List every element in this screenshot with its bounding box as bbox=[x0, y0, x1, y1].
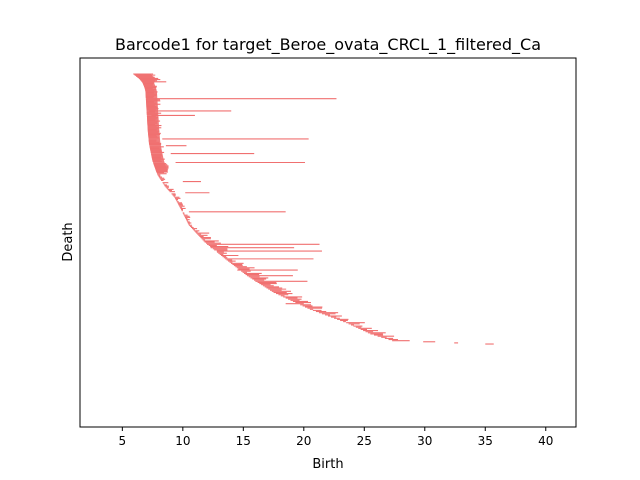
x-axis-label: Birth bbox=[312, 457, 343, 472]
x-tick-label: 25 bbox=[357, 434, 372, 448]
plot-frame bbox=[79, 57, 577, 428]
dense-bar-block bbox=[133, 74, 169, 173]
x-tick-label: 35 bbox=[478, 434, 493, 448]
x-tick-label: 20 bbox=[296, 434, 311, 448]
x-tick-label: 40 bbox=[538, 434, 553, 448]
x-tick-label: 30 bbox=[417, 434, 432, 448]
x-tick-label: 15 bbox=[236, 434, 251, 448]
bars-group bbox=[133, 73, 494, 345]
x-tick-label: 5 bbox=[119, 434, 127, 448]
y-axis-label: Death bbox=[61, 222, 76, 261]
x-axis-ticks: 5 10 15 20 25 30 35 40 bbox=[119, 427, 553, 448]
chart-title: Barcode1 for target_Beroe_ovata_CRCL_1_f… bbox=[115, 35, 541, 55]
x-tick-label: 10 bbox=[175, 434, 190, 448]
